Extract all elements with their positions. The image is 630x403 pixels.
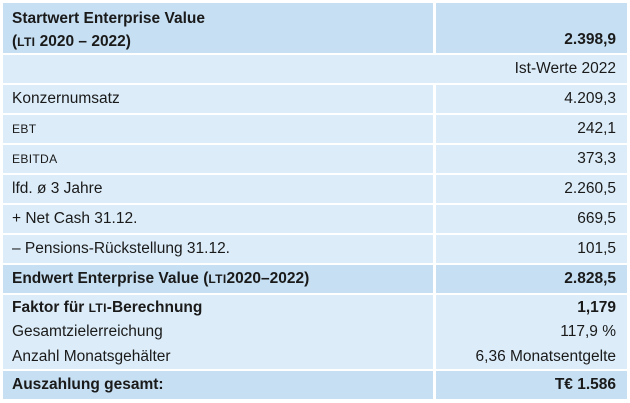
calc-values: 1,179 117,9 % 6,36 Monatsentgelte [436,295,627,369]
table-row-calc-block: Faktor für LTI-Berechnung Gesamtzielerre… [3,295,627,369]
gesamtzielerreichung-value: 117,9 % [560,323,616,341]
table-row-auszahlung-gesamt: Auszahlung gesamt: T€ 1.586 [3,371,627,399]
anzahl-monatsgehaelter-value: 6,36 Monatsentgelte [475,347,616,365]
table-row-net-cash: + Net Cash 31.12. 669,5 [3,205,627,233]
startwert-label-line2: (LTI 2020 – 2022) [12,33,131,50]
row-label: lfd. ø 3 Jahre [3,175,433,203]
row-label: EBITDA [3,145,433,173]
row-label: EBT [3,115,433,143]
startwert-label-line1: Startwert Enterprise Value [12,10,205,27]
faktor-value: 1,179 [577,299,616,316]
auszahlung-label: Auszahlung gesamt: [3,371,433,399]
auszahlung-value: T€ 1.586 [436,371,627,399]
table-row-lfd-3-jahre: lfd. ø 3 Jahre 2.260,5 [3,175,627,203]
row-label: Konzernumsatz [3,85,433,113]
row-value: 4.209,3 [436,85,627,113]
table-row-startwert: Startwert Enterprise Value (LTI 2020 – 2… [3,3,627,53]
table-row-ist-werte: Ist-Werte 2022 [3,55,627,83]
table-row-ebitda: EBITDA 373,3 [3,145,627,173]
row-value: 2.260,5 [436,175,627,203]
table-row-konzernumsatz: Konzernumsatz 4.209,3 [3,85,627,113]
row-label: – Pensions-Rückstellung 31.12. [3,235,433,263]
row-label: + Net Cash 31.12. [3,205,433,233]
faktor-label: Faktor für LTI-Berechnung [12,299,203,316]
row-value: 101,5 [436,235,627,263]
row-value: 242,1 [436,115,627,143]
row-value: 373,3 [436,145,627,173]
ist-werte-label: Ist-Werte 2022 [3,55,627,83]
startwert-value: 2.398,9 [436,3,627,53]
gesamtzielerreichung-label: Gesamtzielerreichung [12,323,163,341]
endwert-label: Endwert Enterprise Value (LTI 2020–2022) [3,265,433,293]
calc-labels: Faktor für LTI-Berechnung Gesamtzielerre… [3,295,433,369]
startwert-label: Startwert Enterprise Value (LTI 2020 – 2… [3,3,433,53]
table-row-ebt: EBT 242,1 [3,115,627,143]
table-row-endwert: Endwert Enterprise Value (LTI 2020–2022)… [3,265,627,293]
table-row-pensions-rueckstellung: – Pensions-Rückstellung 31.12. 101,5 [3,235,627,263]
endwert-value: 2.828,5 [436,265,627,293]
row-value: 669,5 [436,205,627,233]
anzahl-monatsgehaelter-label: Anzahl Monatsgehälter [12,347,171,365]
